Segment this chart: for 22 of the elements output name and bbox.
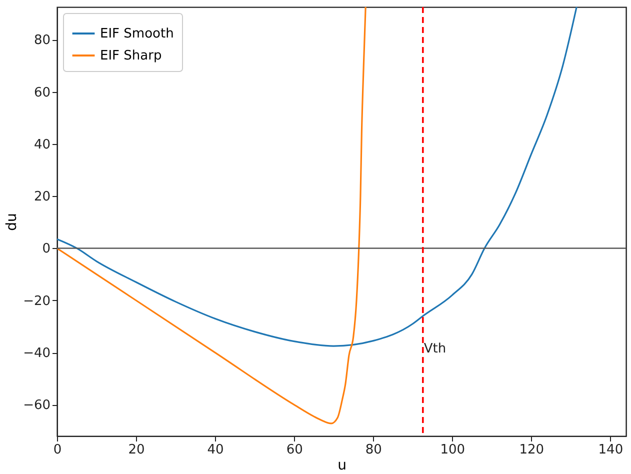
y-tick-label: −40 bbox=[23, 346, 50, 362]
x-tick-label: 60 bbox=[286, 442, 303, 458]
x-tick-label: 0 bbox=[53, 442, 62, 458]
ref-line-label: Vth bbox=[424, 341, 446, 356]
y-tick-label: 80 bbox=[34, 33, 50, 48]
legend-label: EIF Smooth bbox=[100, 26, 174, 42]
x-tick-label: 140 bbox=[598, 442, 624, 458]
x-tick-label: 100 bbox=[440, 442, 466, 458]
x-tick-label: 80 bbox=[365, 442, 382, 458]
x-tick-label: 120 bbox=[519, 442, 544, 458]
legend-label: EIF Sharp bbox=[100, 48, 162, 64]
x-tick-label: 20 bbox=[128, 442, 145, 458]
y-tick-label: −20 bbox=[23, 294, 50, 309]
y-tick-label: −60 bbox=[23, 398, 50, 414]
x-tick-label: 40 bbox=[207, 442, 224, 458]
line-series bbox=[57, 7, 366, 424]
y-tick-label: 0 bbox=[42, 242, 50, 257]
x-axis-title: u bbox=[338, 458, 346, 474]
y-tick-label: 20 bbox=[34, 190, 50, 205]
y-axis-title: du bbox=[4, 213, 20, 231]
y-tick-label: 40 bbox=[34, 137, 50, 152]
y-tick-label: 60 bbox=[34, 85, 50, 100]
